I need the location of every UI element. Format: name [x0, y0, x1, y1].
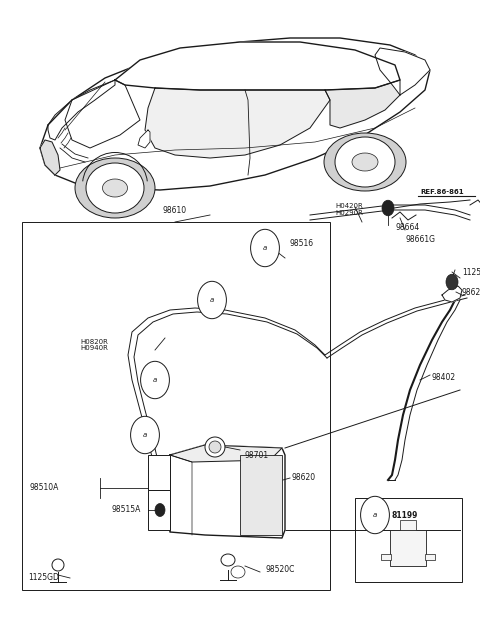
Polygon shape [145, 88, 330, 158]
Text: 98623: 98623 [462, 287, 480, 297]
Polygon shape [40, 38, 430, 190]
Text: a: a [153, 377, 157, 383]
Circle shape [251, 229, 279, 267]
Ellipse shape [205, 437, 225, 457]
Text: 98664: 98664 [395, 224, 419, 232]
Polygon shape [40, 140, 60, 175]
Text: 1125GD: 1125GD [28, 574, 59, 583]
Circle shape [446, 274, 458, 290]
Polygon shape [325, 80, 400, 128]
Text: 98520C: 98520C [265, 566, 294, 574]
Ellipse shape [221, 554, 235, 566]
Bar [22, 222, 330, 590]
Polygon shape [65, 80, 140, 148]
Text: 81199: 81199 [392, 510, 419, 520]
Circle shape [382, 200, 394, 216]
Text: H0420R
H0290R: H0420R H0290R [335, 204, 363, 217]
Bar [390, 530, 426, 566]
Polygon shape [115, 42, 400, 90]
Bar [381, 554, 391, 560]
Text: 98661G: 98661G [405, 235, 435, 244]
Ellipse shape [352, 153, 378, 171]
Circle shape [131, 416, 159, 454]
Polygon shape [375, 48, 430, 95]
Ellipse shape [335, 137, 395, 187]
Bar [240, 455, 282, 535]
Ellipse shape [103, 179, 128, 197]
Circle shape [198, 282, 227, 319]
Text: 98402: 98402 [432, 374, 456, 383]
Text: a: a [143, 432, 147, 438]
Circle shape [155, 503, 165, 516]
Polygon shape [442, 286, 462, 302]
Text: a: a [263, 245, 267, 251]
Text: a: a [373, 512, 377, 518]
Ellipse shape [75, 158, 155, 218]
Circle shape [141, 361, 169, 399]
Text: REF.86-861: REF.86-861 [420, 189, 464, 195]
Ellipse shape [86, 163, 144, 213]
Text: a: a [210, 297, 214, 303]
Text: H0820R
H0940R: H0820R H0940R [80, 338, 108, 351]
Circle shape [360, 497, 389, 534]
Polygon shape [170, 445, 282, 462]
Bar [400, 520, 416, 530]
Text: 98510A: 98510A [30, 483, 60, 493]
Ellipse shape [209, 441, 221, 453]
Text: 98515A: 98515A [112, 505, 142, 515]
Polygon shape [138, 130, 150, 148]
Bar [355, 498, 462, 582]
Text: 98701: 98701 [245, 450, 269, 460]
Bar [425, 554, 435, 560]
Polygon shape [170, 445, 285, 538]
Bar [148, 490, 170, 530]
Ellipse shape [324, 133, 406, 191]
Text: 98516: 98516 [290, 239, 314, 247]
Text: 98620: 98620 [292, 473, 316, 482]
Bar [148, 455, 170, 490]
Ellipse shape [52, 559, 64, 571]
Text: 98610: 98610 [163, 206, 187, 215]
Text: 1125KQ: 1125KQ [462, 267, 480, 277]
